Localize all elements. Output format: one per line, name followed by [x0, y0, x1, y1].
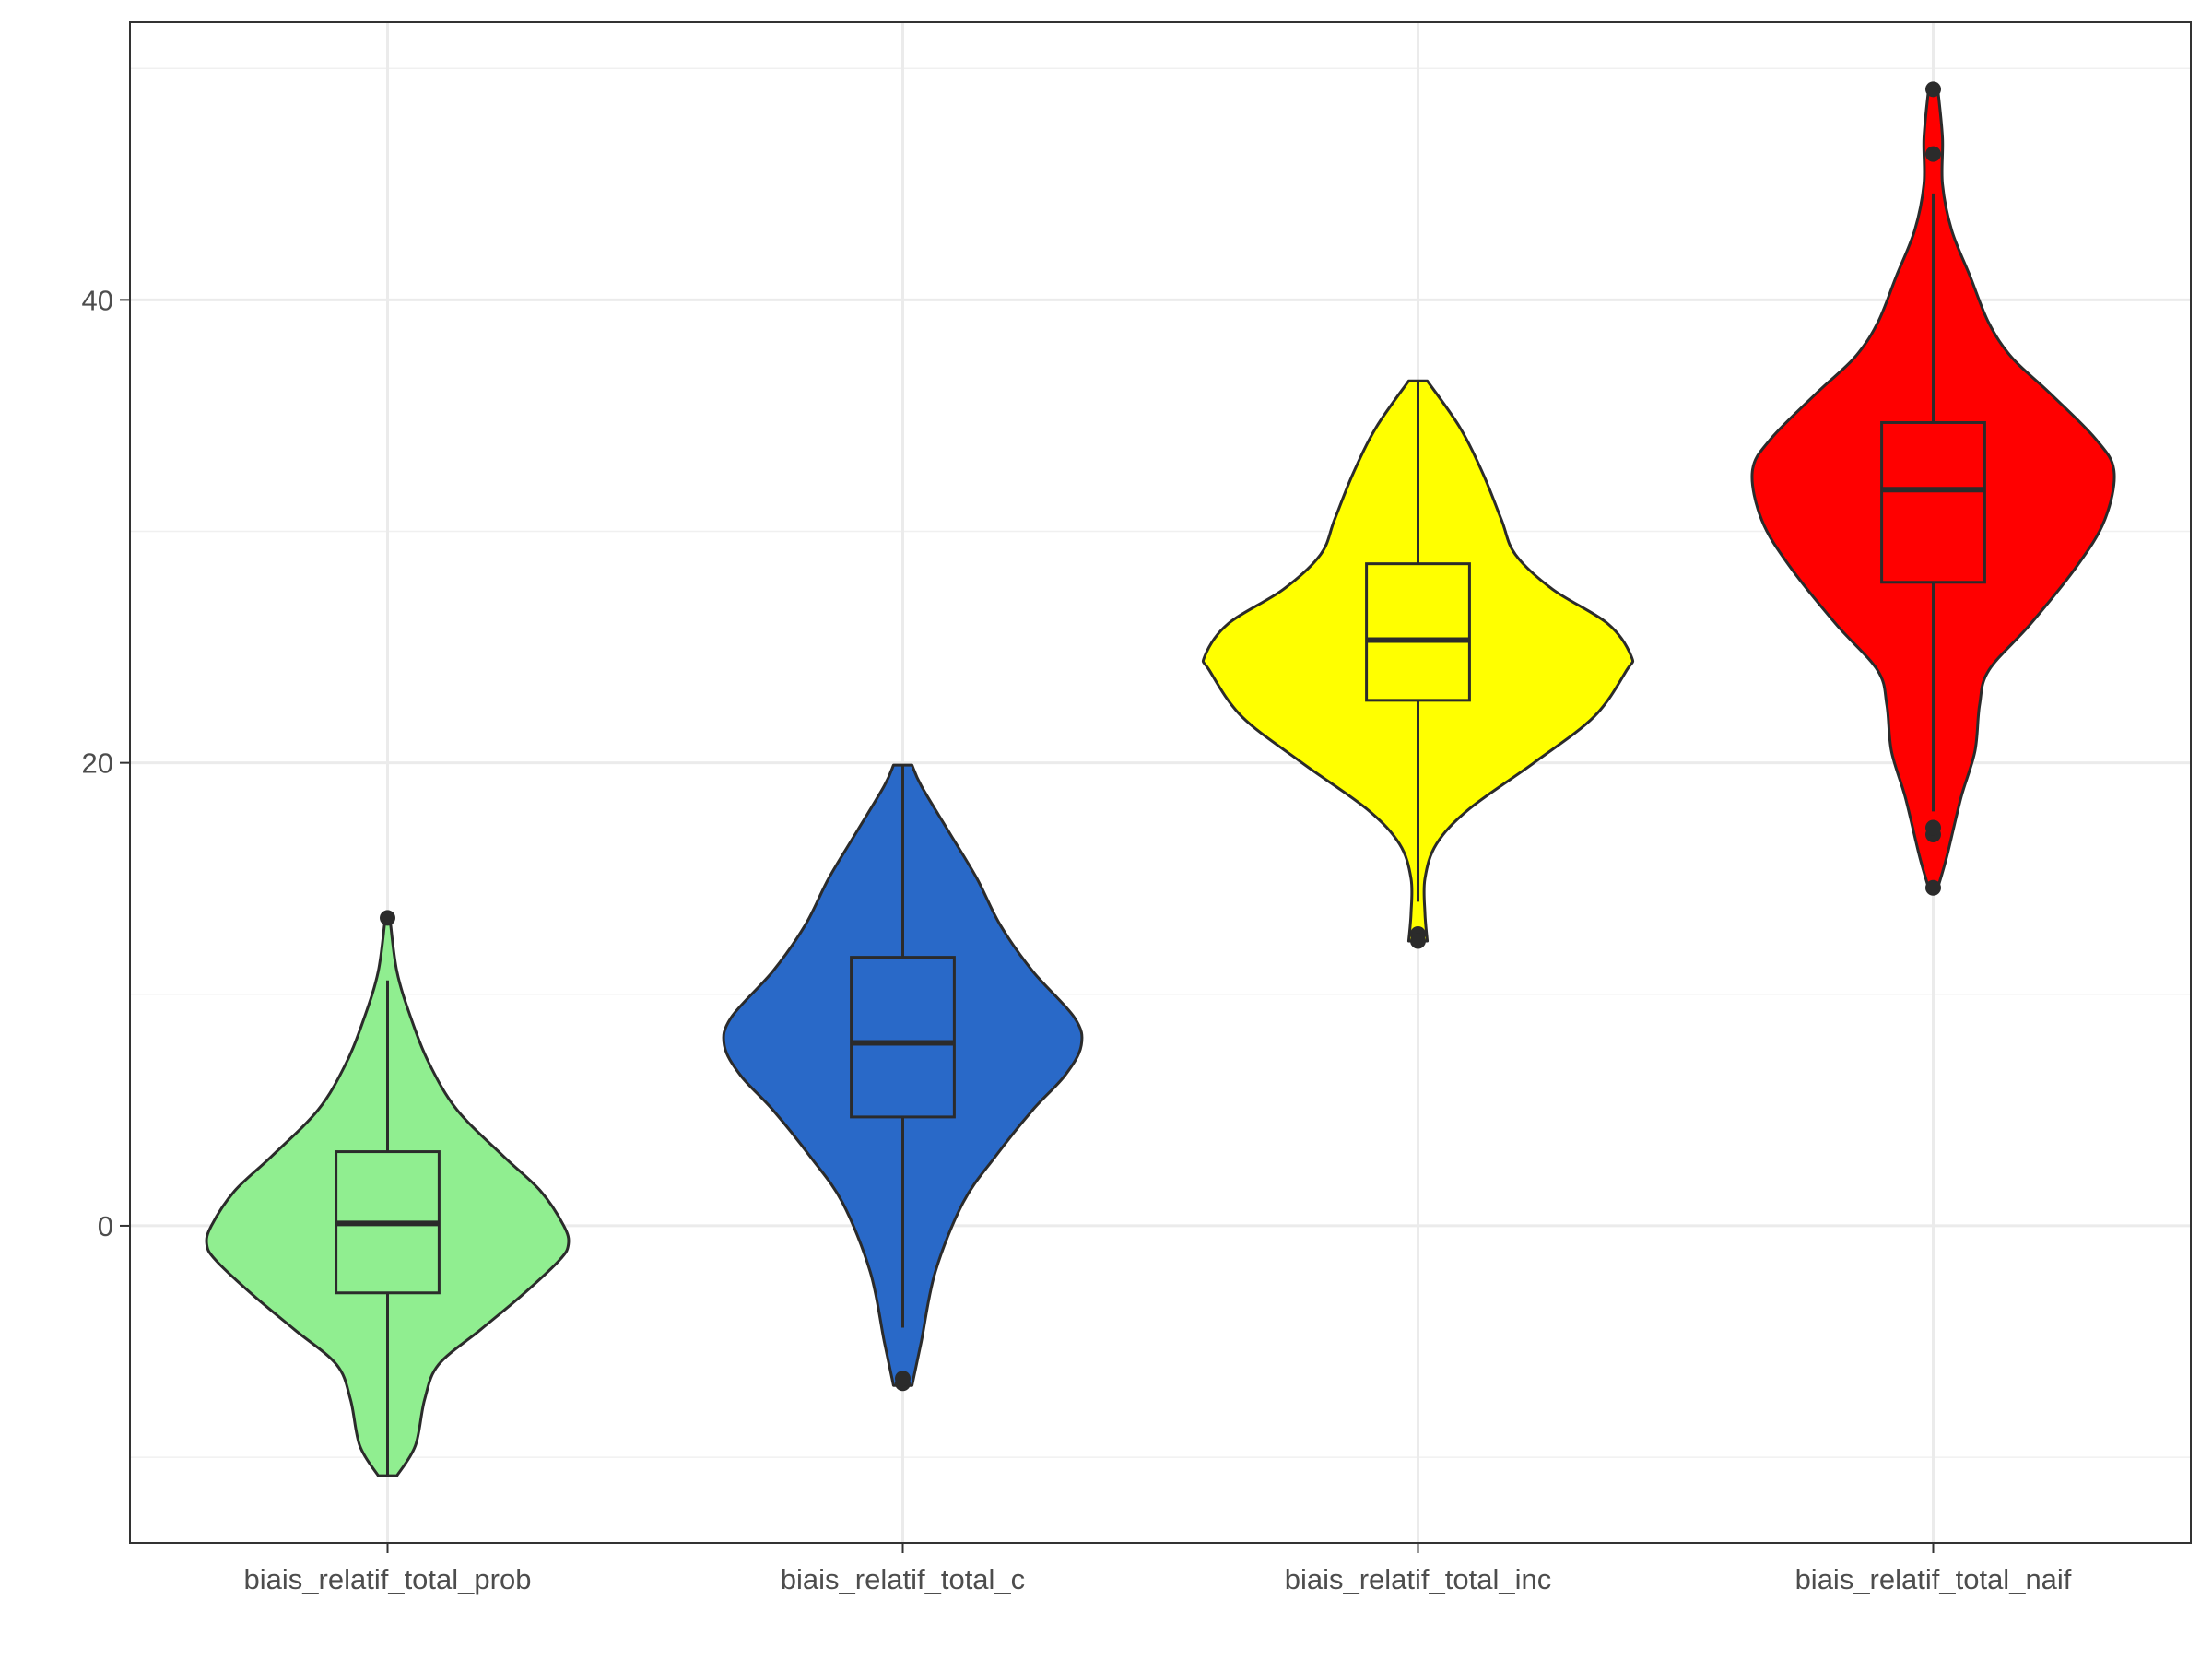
panel-border	[129, 21, 2192, 1544]
outlier-point	[895, 1371, 911, 1387]
outlier-point	[380, 910, 395, 926]
outlier-point	[1925, 81, 1941, 98]
x-tick-label: biais_relatif_total_c	[781, 1563, 1025, 1595]
y-tick-label: 0	[98, 1210, 113, 1242]
y-tick-label: 40	[82, 284, 113, 316]
outlier-layer	[380, 81, 1941, 1392]
outlier-point	[1925, 146, 1941, 162]
outlier-point	[1925, 879, 1941, 896]
y-axis: 0 20 40	[82, 284, 130, 1242]
outlier-point	[1925, 819, 1941, 836]
box-iqr	[1880, 420, 1986, 584]
x-axis: biais_relatif_total_prob biais_relatif_to…	[244, 1543, 2072, 1595]
boxplot-layer	[335, 193, 1986, 1477]
x-tick-label: biais_relatif_total_inc	[1285, 1563, 1552, 1595]
minor-gridlines	[130, 67, 2191, 1458]
box-iqr	[1365, 562, 1471, 702]
box-iqr	[850, 956, 956, 1119]
outlier-point	[1410, 933, 1426, 949]
x-tick-label: biais_relatif_total_prob	[244, 1563, 532, 1595]
y-tick-label: 20	[82, 747, 113, 780]
x-tick-label: biais_relatif_total_naif	[1795, 1563, 2072, 1595]
violin-layer	[205, 88, 2116, 1477]
